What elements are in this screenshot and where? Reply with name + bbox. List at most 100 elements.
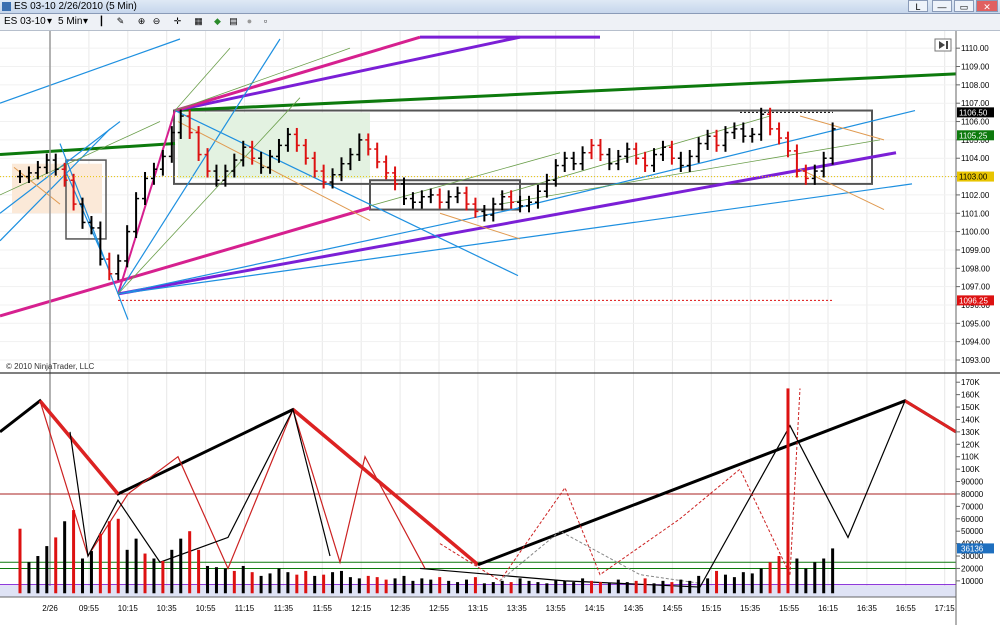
zigzag-major — [38, 399, 120, 496]
y-tick-label: 1096.00 — [961, 301, 990, 310]
y-tick-label: 1106.00 — [961, 118, 990, 127]
volume-bar — [170, 549, 174, 594]
volume-bar — [27, 562, 31, 594]
volume-bar — [625, 582, 629, 594]
range-box — [369, 179, 521, 211]
volume-bar — [348, 577, 352, 594]
blue-fan-line — [117, 207, 521, 295]
volume-bar — [45, 546, 49, 594]
x-tick-label: 12:15 — [351, 604, 372, 613]
volume-bar — [509, 582, 513, 594]
y-tick-label: 120K — [961, 440, 980, 449]
y-tick-label: 1099.00 — [961, 246, 990, 255]
bar-chart-icon[interactable]: ┃ — [98, 16, 105, 26]
volume-bar — [616, 579, 620, 594]
thin-fan-line — [174, 47, 231, 111]
interval-selector[interactable]: 5 Min — [58, 16, 83, 27]
close-button[interactable]: ✕ — [976, 0, 998, 12]
blue-fan-line — [117, 38, 281, 295]
volume-bar — [581, 578, 585, 594]
x-tick-label: 14:35 — [623, 604, 644, 613]
y-tick-label: 160K — [961, 391, 980, 400]
templates-icon[interactable]: ▤ — [229, 16, 238, 26]
blue-fan-line — [517, 109, 916, 209]
x-tick-label: 10:55 — [196, 604, 217, 613]
volume-bar — [456, 582, 460, 594]
price-marker — [957, 295, 994, 306]
scroll-end-icon[interactable] — [934, 38, 952, 52]
y-tick-label: 1110.00 — [961, 44, 989, 53]
volume-bar — [72, 510, 76, 594]
volume-bar — [831, 548, 835, 594]
volume-bar — [223, 568, 227, 594]
zoom-in-icon[interactable]: ⊕ — [137, 16, 146, 26]
blue-fan-line — [0, 38, 181, 104]
lock-button[interactable]: L — [908, 0, 928, 12]
minimize-button[interactable]: — — [932, 0, 952, 12]
y-tick-label: 1102.00 — [961, 191, 990, 200]
volume-bar — [268, 573, 272, 594]
x-tick-label: 13:35 — [507, 604, 528, 613]
volume-base-band — [0, 585, 956, 597]
volume-bar — [214, 567, 218, 594]
volume-bar — [152, 558, 156, 594]
blue-fan-line — [174, 109, 519, 277]
chevron-down-icon[interactable]: ▾ — [83, 16, 89, 27]
magenta-trend-line — [0, 206, 371, 318]
y-tick-label: 130K — [961, 428, 980, 437]
volume-bar — [322, 574, 326, 594]
maximize-button[interactable]: ▭ — [954, 0, 974, 12]
price-bars — [17, 107, 836, 281]
volume-bar — [366, 575, 370, 594]
instrument-selector[interactable]: ES 03-10 — [4, 16, 46, 27]
price-marker-label: 1106.50 — [959, 108, 988, 117]
volume-bar — [465, 579, 468, 594]
volume-bar — [768, 562, 772, 594]
volume-bar — [277, 568, 281, 594]
volume-bar — [527, 580, 531, 594]
volume-bar — [482, 583, 486, 594]
chart-canvas[interactable]: 2/26 09:55 10:15 10:35 10:55 11:15 11:35 11:55 1… — [0, 31, 1000, 625]
orange-fan-line — [799, 115, 885, 141]
volume-bar — [500, 580, 504, 594]
properties-icon[interactable]: ▦ — [194, 16, 203, 26]
volume-bar — [652, 583, 656, 594]
y-tick-label: 1093.00 — [961, 356, 990, 365]
volume-bar — [98, 533, 102, 594]
color-icon[interactable]: ● — [246, 16, 253, 26]
volume-bar — [54, 537, 58, 594]
blank-icon[interactable]: ▫ — [263, 16, 268, 26]
y-tick-label: 140K — [961, 415, 980, 424]
x-tick-label: 09:55 — [79, 604, 100, 613]
y-tick-label: 1109.00 — [961, 63, 990, 72]
blue-fan-line — [63, 167, 111, 273]
volume-bar — [429, 579, 433, 594]
volume-bar — [643, 578, 647, 594]
volume-bar — [89, 551, 93, 594]
y-tick-label: 50000 — [961, 527, 984, 536]
zigzag-minor — [69, 407, 331, 563]
y-tick-label: 1098.00 — [961, 264, 990, 273]
volume-bar — [18, 528, 22, 594]
trend-drawings — [0, 31, 957, 597]
volume-bar — [786, 388, 790, 594]
volume-bar — [295, 574, 299, 594]
volume-bar — [661, 580, 665, 594]
strategy-icon[interactable]: ◆ — [214, 16, 221, 26]
crosshair-icon[interactable]: ✛ — [173, 16, 182, 26]
volume-bar — [572, 582, 576, 594]
zoom-out-icon[interactable]: ⊖ — [152, 16, 161, 26]
window-titlebar: ES 03-10 2/26/2010 (5 Min) L — ▭ ✕ — [0, 0, 1000, 14]
x-tick-label: 11:55 — [313, 604, 333, 613]
zigzag-major — [291, 408, 480, 567]
volume-bar — [206, 565, 210, 594]
volume-bar — [607, 583, 611, 594]
chevron-down-icon[interactable]: ▾ — [47, 16, 53, 27]
y-tick-label: 60000 — [961, 515, 984, 524]
volume-panel — [0, 388, 957, 597]
volume-bar — [750, 573, 754, 594]
pencil-icon[interactable]: ✎ — [116, 16, 125, 26]
x-tick-label: 17:15 — [935, 604, 956, 613]
blue-fan-line — [0, 128, 111, 242]
y-tick-label: 1100.00 — [961, 228, 990, 237]
